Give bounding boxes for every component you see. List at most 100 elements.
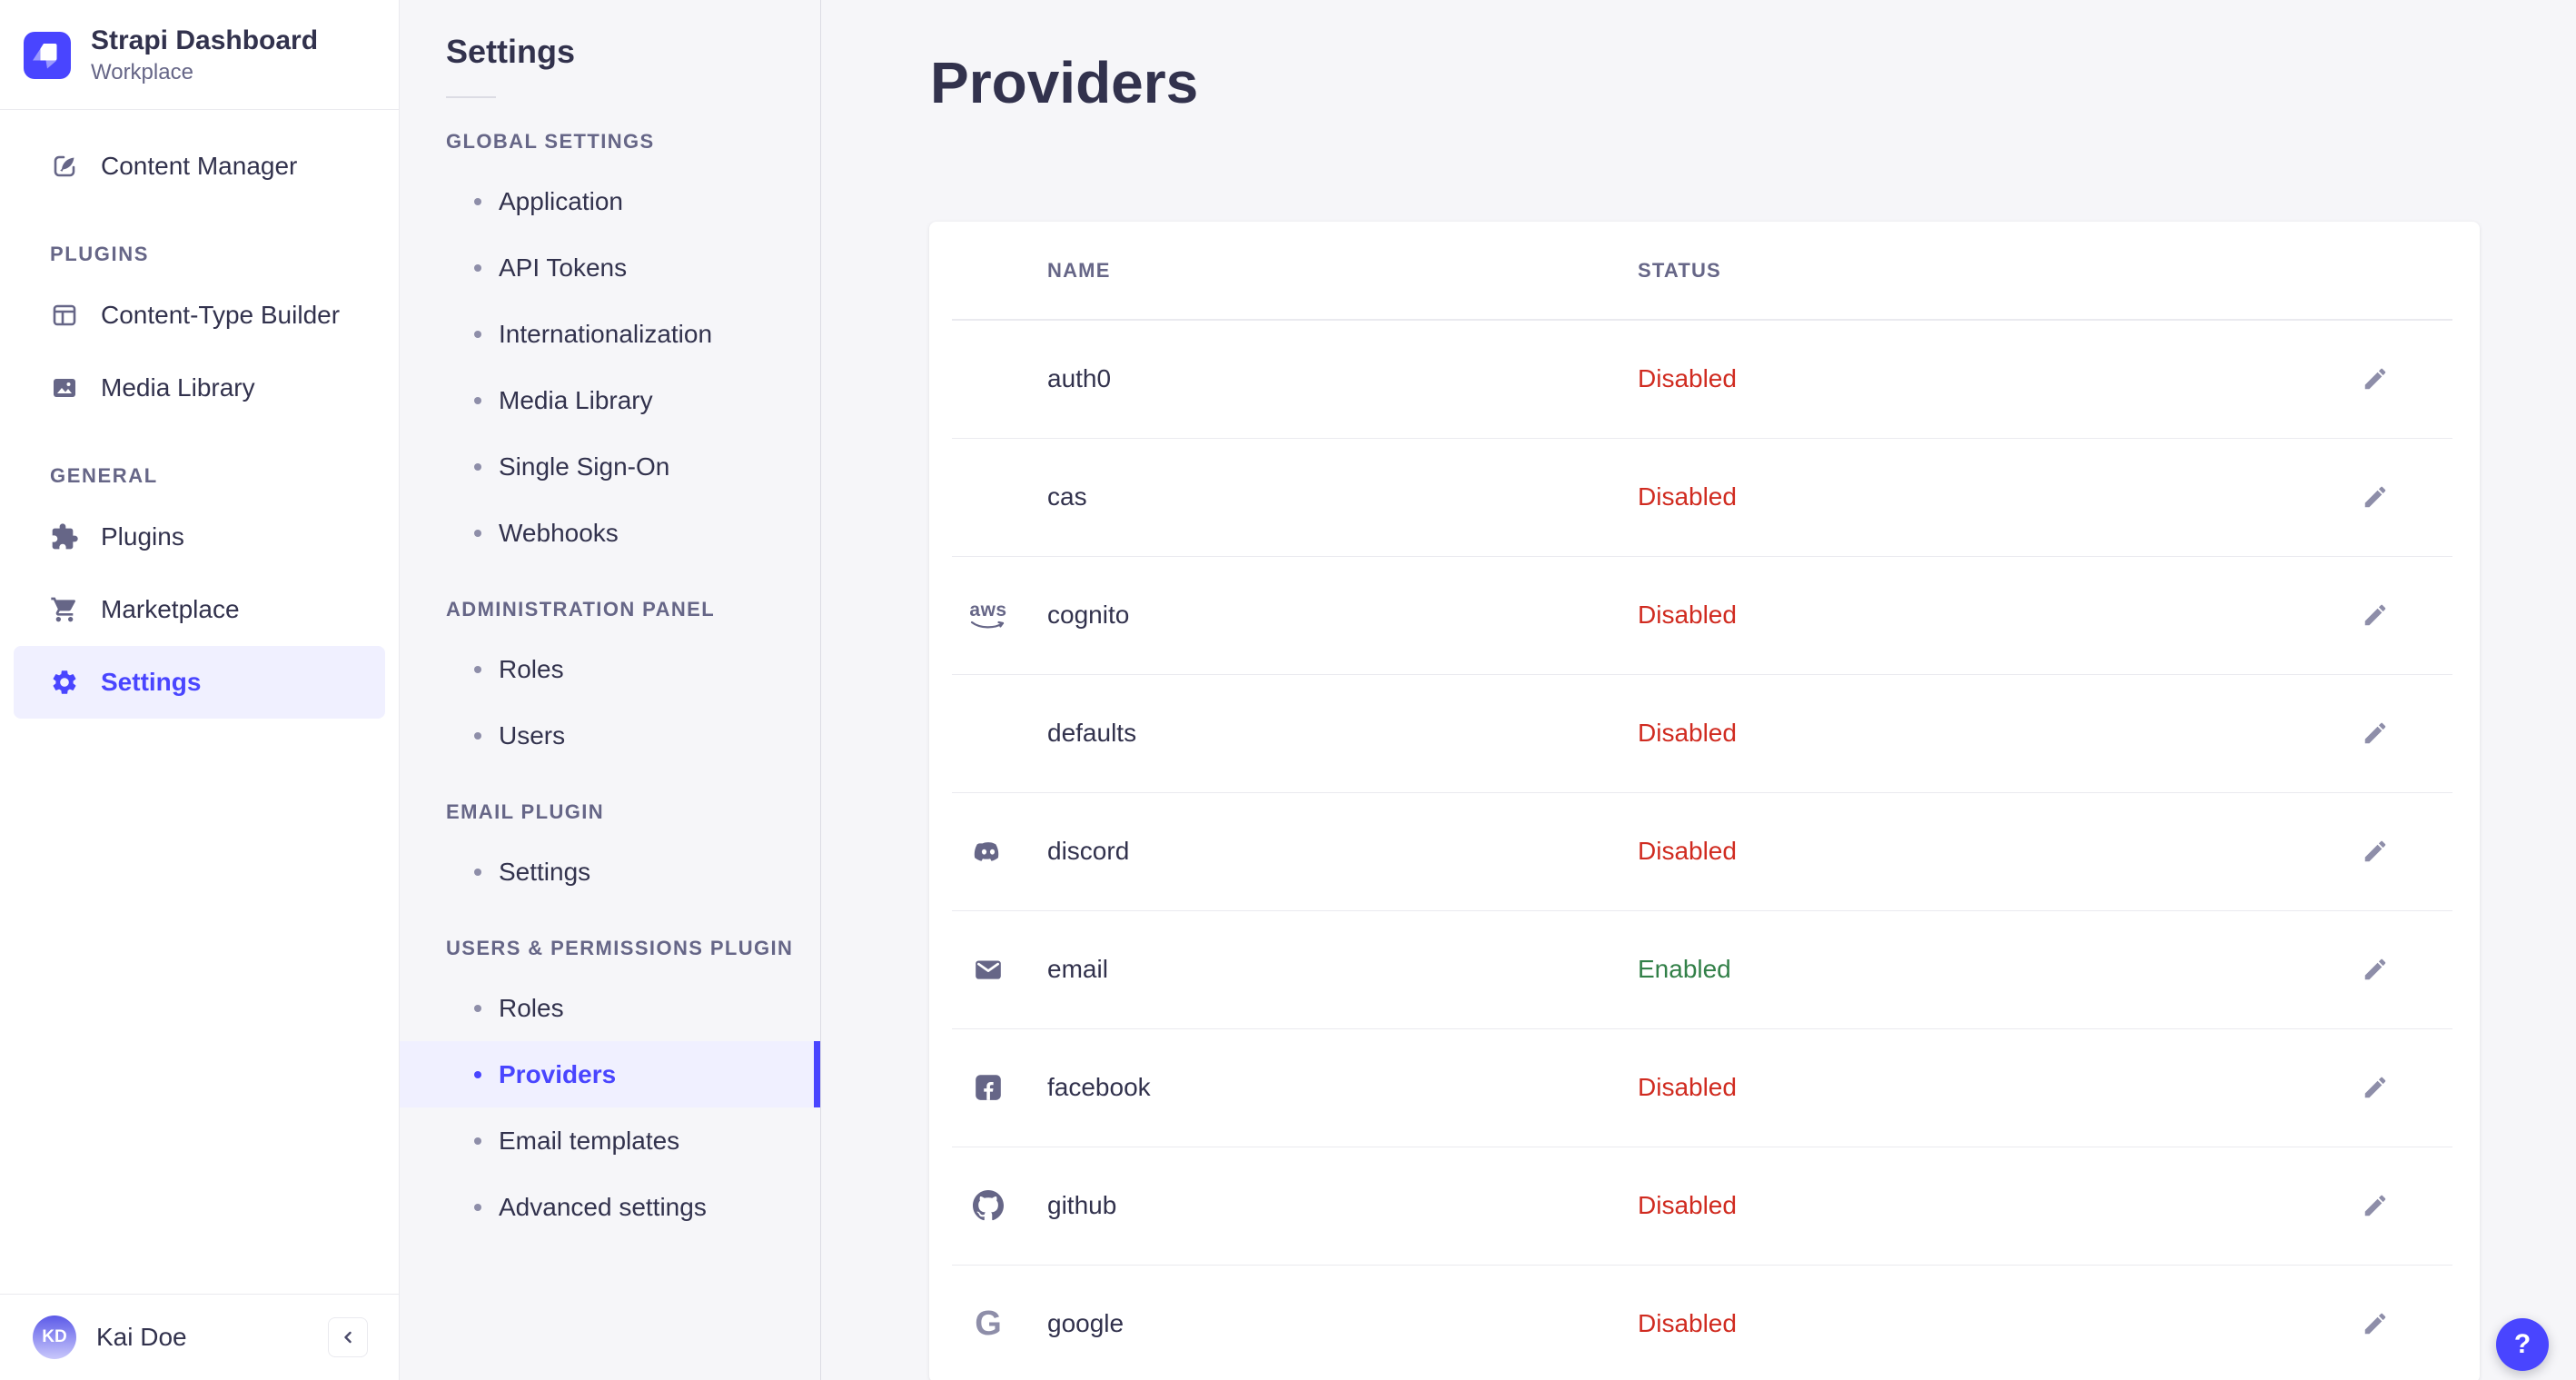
app-title: Strapi Dashboard bbox=[91, 25, 319, 55]
github-icon bbox=[973, 1190, 1004, 1221]
subnav-section-administration-panel: ADMINISTRATION PANEL bbox=[446, 598, 716, 621]
provider-status: Disabled bbox=[1638, 482, 1737, 511]
bullet-icon bbox=[474, 1070, 481, 1078]
edit-provider-button[interactable] bbox=[2353, 592, 2398, 638]
subnav-item-label: Media Library bbox=[499, 385, 653, 414]
google-icon: G bbox=[975, 1305, 1002, 1343]
collapse-sidebar-button[interactable] bbox=[328, 1317, 368, 1357]
aws-icon: aws bbox=[969, 601, 1006, 630]
provider-status: Disabled bbox=[1638, 719, 1737, 747]
provider-status: Disabled bbox=[1638, 837, 1737, 865]
bullet-icon bbox=[474, 197, 481, 205]
sidebar-item-label: Settings bbox=[101, 668, 202, 696]
provider-name: github bbox=[1047, 1191, 1117, 1219]
settings-subnav: Settings GLOBAL SETTINGS Application API… bbox=[400, 0, 821, 1380]
subnav-section-email-plugin: EMAIL PLUGIN bbox=[446, 800, 605, 823]
sidebar-item-media-library[interactable]: Media Library bbox=[14, 352, 385, 424]
table-row: cas Disabled bbox=[929, 438, 2480, 556]
table-row: G google Disabled bbox=[929, 1265, 2480, 1380]
subnav-item-application[interactable]: Application bbox=[400, 168, 820, 234]
main-nav-list: Content Manager PLUGINS Content-Type Bui… bbox=[0, 110, 399, 1294]
edit-provider-button[interactable] bbox=[2353, 710, 2398, 756]
subnav-item-email-settings[interactable]: Settings bbox=[400, 839, 820, 905]
subnav-item-internationalization[interactable]: Internationalization bbox=[400, 301, 820, 367]
sidebar-divider bbox=[0, 109, 399, 110]
sidebar-item-content-type-builder[interactable]: Content-Type Builder bbox=[14, 279, 385, 352]
bullet-icon bbox=[474, 396, 481, 404]
provider-name: facebook bbox=[1047, 1073, 1151, 1101]
sidebar-item-content-manager[interactable]: Content Manager bbox=[14, 130, 385, 203]
brand: Strapi Dashboard Workplace bbox=[0, 0, 399, 109]
provider-icon-cell: G bbox=[929, 1306, 1047, 1341]
table-header-row: NAME STATUS bbox=[929, 222, 2480, 320]
main-content: Providers NAME STATUS auth0 Disabled cas… bbox=[821, 0, 2576, 1380]
provider-name: defaults bbox=[1047, 719, 1137, 747]
workspace-name: Workplace bbox=[91, 60, 193, 84]
bullet-icon bbox=[474, 462, 481, 471]
provider-name: cognito bbox=[1047, 601, 1130, 629]
edit-provider-button[interactable] bbox=[2353, 1301, 2398, 1346]
sidebar-item-marketplace[interactable]: Marketplace bbox=[14, 573, 385, 646]
bullet-icon bbox=[474, 330, 481, 338]
subnav-item-email-templates[interactable]: Email templates bbox=[400, 1107, 820, 1174]
subnav-item-admin-users[interactable]: Users bbox=[400, 702, 820, 769]
nav-section-general: GENERAL bbox=[50, 464, 158, 487]
provider-status: Enabled bbox=[1638, 955, 1731, 983]
subnav-item-admin-roles[interactable]: Roles bbox=[400, 636, 820, 702]
image-icon bbox=[50, 373, 79, 402]
subnav-item-webhooks[interactable]: Webhooks bbox=[400, 500, 820, 566]
puzzle-icon bbox=[50, 522, 79, 551]
subnav-item-single-sign-on[interactable]: Single Sign-On bbox=[400, 433, 820, 500]
chevron-left-icon bbox=[337, 1326, 359, 1348]
sidebar-item-label: Content-Type Builder bbox=[101, 301, 341, 329]
facebook-icon bbox=[973, 1072, 1004, 1103]
subnav-item-label: API Tokens bbox=[499, 253, 628, 282]
edit-provider-button[interactable] bbox=[2353, 356, 2398, 402]
user-name: Kai Doe bbox=[96, 1323, 187, 1351]
subnav-section-users-permissions-plugin: USERS & PERMISSIONS PLUGIN bbox=[446, 937, 794, 959]
subnav-item-label: Providers bbox=[499, 1059, 617, 1088]
subnav-item-label: Internationalization bbox=[499, 319, 713, 348]
provider-status: Disabled bbox=[1638, 1191, 1737, 1219]
subnav-section-global-settings: GLOBAL SETTINGS bbox=[446, 130, 655, 153]
subnav-item-media-library[interactable]: Media Library bbox=[400, 367, 820, 433]
bullet-icon bbox=[474, 665, 481, 673]
column-header-name: NAME bbox=[1047, 259, 1111, 282]
provider-name: google bbox=[1047, 1309, 1125, 1337]
providers-table: NAME STATUS auth0 Disabled cas Disabled bbox=[929, 222, 2480, 1380]
subnav-item-providers[interactable]: Providers bbox=[400, 1041, 820, 1107]
page-title: Providers bbox=[930, 50, 1199, 115]
sidebar-item-label: Content Manager bbox=[101, 152, 298, 180]
subnav-item-label: Single Sign-On bbox=[499, 452, 670, 481]
provider-status: Disabled bbox=[1638, 364, 1737, 392]
help-button[interactable]: ? bbox=[2496, 1318, 2549, 1371]
shopping-cart-icon bbox=[50, 595, 79, 624]
subnav-item-up-roles[interactable]: Roles bbox=[400, 975, 820, 1041]
bullet-icon bbox=[474, 731, 481, 740]
avatar: KD bbox=[33, 1315, 76, 1359]
edit-provider-button[interactable] bbox=[2353, 1183, 2398, 1228]
subnav-item-label: Users bbox=[499, 720, 566, 750]
subnav-item-label: Webhooks bbox=[499, 518, 619, 547]
nav-section-plugins: PLUGINS bbox=[50, 243, 149, 265]
provider-name: discord bbox=[1047, 837, 1130, 865]
sidebar-item-settings[interactable]: Settings bbox=[14, 646, 385, 719]
edit-provider-button[interactable] bbox=[2353, 829, 2398, 874]
envelope-icon bbox=[973, 954, 1004, 985]
sidebar-item-plugins[interactable]: Plugins bbox=[14, 501, 385, 573]
bullet-icon bbox=[474, 1004, 481, 1012]
subnav-item-label: Application bbox=[499, 186, 623, 215]
edit-provider-button[interactable] bbox=[2353, 947, 2398, 992]
table-row: facebook Disabled bbox=[929, 1028, 2480, 1147]
discord-icon bbox=[972, 835, 1005, 868]
column-header-status: STATUS bbox=[1638, 259, 1721, 282]
gear-icon bbox=[50, 668, 79, 697]
subnav-item-advanced-settings[interactable]: Advanced settings bbox=[400, 1174, 820, 1240]
subnav-title-divider bbox=[446, 96, 496, 98]
provider-status: Disabled bbox=[1638, 1073, 1737, 1101]
provider-icon-cell bbox=[929, 1072, 1047, 1103]
edit-provider-button[interactable] bbox=[2353, 474, 2398, 520]
bullet-icon bbox=[474, 263, 481, 272]
edit-provider-button[interactable] bbox=[2353, 1065, 2398, 1110]
subnav-item-api-tokens[interactable]: API Tokens bbox=[400, 234, 820, 301]
